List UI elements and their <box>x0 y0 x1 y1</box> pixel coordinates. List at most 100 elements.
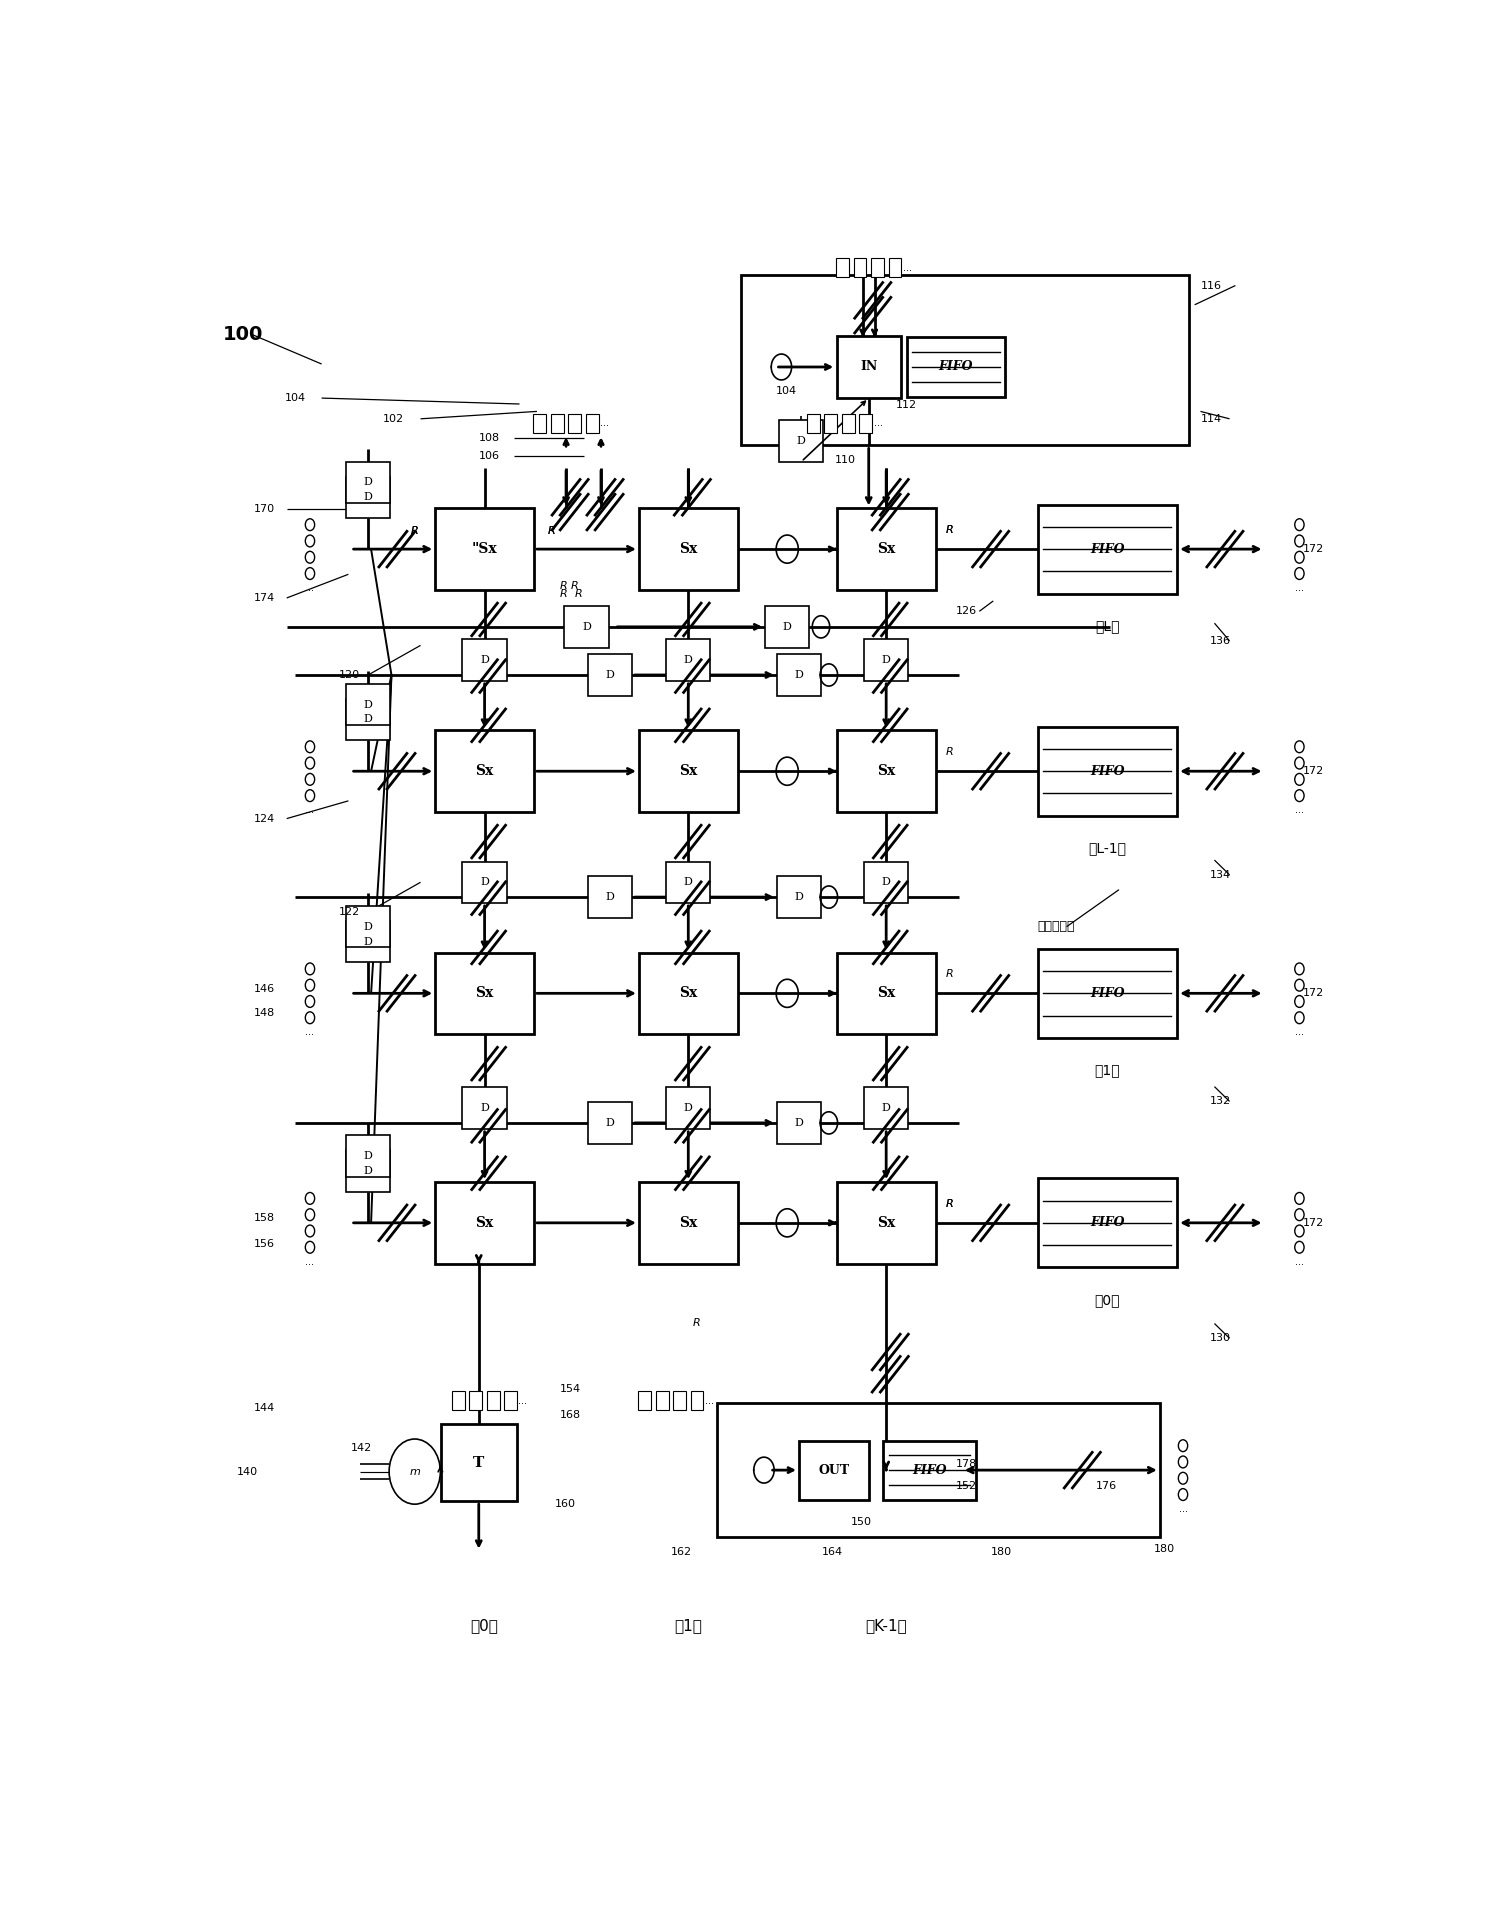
Text: R: R <box>946 1198 954 1208</box>
Text: 第0层: 第0层 <box>1095 1292 1120 1308</box>
Text: 104: 104 <box>775 387 796 396</box>
Bar <box>345 1135 391 1177</box>
Bar <box>345 462 391 504</box>
Text: 102: 102 <box>383 413 404 423</box>
Bar <box>777 1102 822 1144</box>
Text: Sx: Sx <box>476 1215 494 1231</box>
Text: R: R <box>559 588 568 598</box>
Text: R: R <box>548 527 556 537</box>
Text: D: D <box>795 892 804 902</box>
Bar <box>864 640 909 681</box>
Bar <box>1038 504 1178 594</box>
Text: 112: 112 <box>895 400 916 410</box>
Text: 150: 150 <box>852 1517 873 1527</box>
Bar <box>565 606 608 648</box>
Text: ...: ... <box>1295 1258 1304 1267</box>
Bar <box>837 258 849 277</box>
Text: 第L层: 第L层 <box>1095 619 1119 633</box>
Text: D: D <box>783 621 792 633</box>
Text: D: D <box>363 937 372 946</box>
Bar <box>452 1390 464 1410</box>
Text: 168: 168 <box>560 1410 581 1421</box>
Bar <box>638 952 737 1035</box>
Text: 114: 114 <box>1200 413 1221 423</box>
Bar <box>907 337 1005 396</box>
Bar <box>436 952 535 1035</box>
Text: D: D <box>481 656 490 665</box>
Text: Sx: Sx <box>877 542 895 556</box>
Text: 156: 156 <box>254 1238 275 1248</box>
Text: R: R <box>946 969 954 979</box>
Bar <box>837 1183 936 1263</box>
Text: D: D <box>605 1117 614 1129</box>
Text: 106: 106 <box>479 450 500 462</box>
Text: D: D <box>363 1165 372 1177</box>
Text: 124: 124 <box>254 813 275 823</box>
Text: R: R <box>946 746 954 758</box>
Bar <box>777 877 822 917</box>
Text: 180: 180 <box>991 1546 1012 1556</box>
Bar <box>871 258 883 277</box>
Text: 116: 116 <box>1200 281 1221 290</box>
Bar <box>883 1440 976 1500</box>
Bar <box>718 1404 1160 1536</box>
Text: 154: 154 <box>560 1385 581 1394</box>
Text: ...: ... <box>1295 583 1304 592</box>
Text: FIFO: FIFO <box>1090 542 1125 556</box>
Text: 158: 158 <box>254 1213 275 1223</box>
Text: 134: 134 <box>1209 869 1232 881</box>
Bar <box>587 877 632 917</box>
Bar <box>568 413 581 433</box>
Bar <box>667 640 710 681</box>
Text: ...: ... <box>518 1396 527 1406</box>
Text: D: D <box>683 1104 692 1113</box>
Text: "Sx: "Sx <box>472 542 497 556</box>
Text: D: D <box>795 669 804 681</box>
Bar <box>638 731 737 812</box>
Text: 126: 126 <box>957 606 978 615</box>
Text: FIFO: FIFO <box>1090 1217 1125 1229</box>
Bar <box>463 862 506 904</box>
Text: R: R <box>559 581 568 590</box>
Text: 172: 172 <box>1302 1217 1325 1229</box>
Bar <box>345 685 391 725</box>
Text: Sx: Sx <box>679 1215 697 1231</box>
Text: 144: 144 <box>254 1404 275 1413</box>
Text: 178: 178 <box>957 1460 978 1469</box>
Bar <box>889 258 901 277</box>
Text: 172: 172 <box>1302 544 1325 554</box>
Text: 第K-1行: 第K-1行 <box>865 1617 907 1633</box>
Bar <box>442 1425 517 1502</box>
Text: ...: ... <box>305 806 314 815</box>
Text: ...: ... <box>704 1396 713 1406</box>
Bar <box>463 1086 506 1129</box>
Text: FIFO: FIFO <box>1090 986 1125 1000</box>
Bar <box>345 921 391 962</box>
Bar <box>533 413 547 433</box>
Text: D: D <box>796 437 805 446</box>
Bar <box>345 906 391 948</box>
Text: D: D <box>363 713 372 725</box>
Text: 160: 160 <box>554 1500 575 1510</box>
Text: 110: 110 <box>835 456 856 465</box>
Text: D: D <box>683 656 692 665</box>
Text: D: D <box>363 700 372 710</box>
Text: 第L-1层: 第L-1层 <box>1089 840 1126 856</box>
Text: Sx: Sx <box>877 763 895 779</box>
Text: Sx: Sx <box>679 763 697 779</box>
Text: 164: 164 <box>822 1546 843 1556</box>
Text: R: R <box>946 525 954 535</box>
Text: D: D <box>882 1104 891 1113</box>
Bar <box>765 606 810 648</box>
Text: 170: 170 <box>254 504 275 513</box>
Text: 172: 172 <box>1302 988 1325 998</box>
Text: Sx: Sx <box>877 986 895 1000</box>
Bar <box>807 413 820 433</box>
Text: R: R <box>548 527 556 537</box>
Text: FIFO: FIFO <box>1090 765 1125 777</box>
Text: D: D <box>605 669 614 681</box>
Text: D: D <box>683 877 692 887</box>
Text: FIFO: FIFO <box>939 360 973 373</box>
Bar <box>837 952 936 1035</box>
Text: Sx: Sx <box>679 986 697 1000</box>
